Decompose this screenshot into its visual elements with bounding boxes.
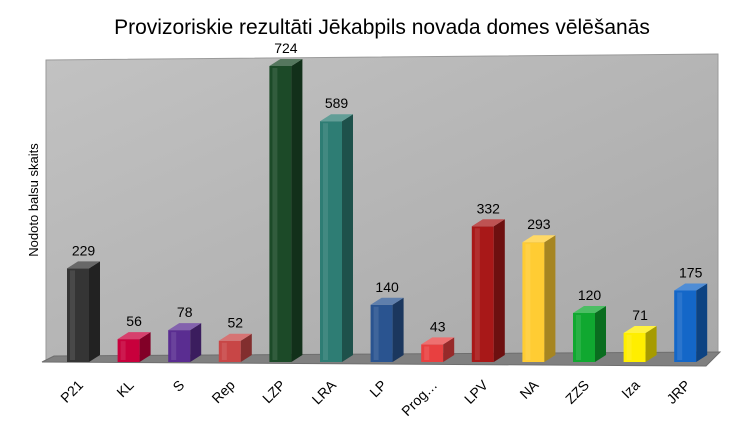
y-axis-label: Nodoto balsu skaits — [26, 143, 41, 257]
bar-side — [645, 325, 657, 362]
bar-top — [320, 114, 353, 122]
bar-side — [493, 219, 505, 362]
category-label: KL — [113, 377, 137, 401]
bar-lzp — [269, 59, 303, 362]
value-label: 229 — [72, 242, 96, 258]
bar-top — [67, 261, 100, 269]
category-label: JRP — [663, 377, 693, 407]
chart-title: Provizoriskie rezultāti Jēkabpils novada… — [114, 16, 650, 39]
category-label: Rep — [208, 377, 238, 407]
category-label: ZZS — [562, 377, 592, 407]
bar-side — [190, 323, 202, 362]
bar-highlight — [323, 123, 328, 361]
category-label: LP — [366, 377, 389, 400]
bar-side — [696, 283, 708, 362]
bar-na — [522, 235, 556, 362]
bars — [67, 59, 708, 363]
category-labels: P21 KL S Rep LZP LRA LP Prog… LPV NA ZZS Iza JRP — [57, 376, 693, 419]
category-label: LRA — [309, 376, 340, 407]
bar-top — [522, 235, 556, 243]
category-label: NA — [516, 376, 542, 402]
value-label: 43 — [430, 318, 446, 334]
value-label: 332 — [477, 200, 501, 216]
value-labels: 229 56 78 52 724 589 140 43 332 293 120 71 175 — [72, 40, 703, 334]
bar-top — [421, 337, 455, 345]
bar-highlight — [272, 68, 278, 360]
bar-highlight — [677, 292, 683, 360]
bar-side — [392, 297, 404, 362]
category-label: LPV — [461, 376, 491, 406]
bar-top — [370, 297, 404, 305]
bar-highlight — [626, 334, 632, 360]
bar-top — [117, 332, 151, 340]
bar-top — [674, 283, 708, 291]
value-label: 78 — [177, 304, 193, 320]
bar-top — [269, 59, 303, 66]
bar-top — [218, 333, 252, 341]
bar-top — [623, 325, 657, 333]
category-label: LZP — [259, 377, 288, 406]
bar-lra — [320, 114, 353, 363]
category-label: Iza — [618, 377, 643, 402]
value-label: 293 — [527, 216, 551, 232]
value-label: 71 — [632, 307, 648, 323]
bar-iza — [623, 325, 657, 362]
bar-side — [443, 337, 455, 362]
bar-highlight — [525, 244, 531, 360]
bar-jrp — [674, 283, 708, 362]
value-label: 589 — [325, 95, 349, 111]
bar-highlight — [120, 341, 126, 360]
bar-highlight — [424, 346, 430, 360]
bar-side — [139, 332, 151, 362]
bar-highlight — [474, 228, 480, 360]
bar-side — [240, 333, 252, 362]
bar-highlight — [576, 314, 581, 360]
bar-highlight — [171, 332, 177, 360]
bar-lpv — [471, 219, 505, 362]
bar-side — [291, 59, 303, 362]
bar-kl — [117, 332, 151, 362]
bar-p21 — [67, 261, 100, 362]
bar-top — [471, 219, 505, 227]
bar-prog — [421, 337, 455, 362]
bar-top — [168, 323, 202, 331]
bar-s — [168, 323, 202, 362]
bar-top — [573, 305, 606, 313]
value-label: 120 — [578, 287, 602, 303]
value-label: 175 — [679, 264, 703, 280]
bar-side — [595, 305, 606, 362]
bar-highlight — [221, 342, 227, 360]
bar-side — [342, 114, 353, 363]
category-label: P21 — [57, 377, 86, 406]
bar-lp — [370, 297, 404, 362]
bar-rep — [218, 333, 252, 362]
value-label: 56 — [126, 313, 142, 329]
category-label: Prog… — [398, 377, 440, 419]
value-label: 140 — [375, 279, 399, 295]
bar-side — [89, 261, 100, 362]
category-label: S — [169, 377, 187, 395]
value-label: 52 — [228, 315, 244, 331]
bar-side — [544, 235, 556, 362]
bar-zzs — [573, 305, 606, 362]
bar-highlight — [70, 270, 75, 360]
bar-highlight — [373, 306, 379, 360]
value-label: 724 — [274, 40, 298, 56]
